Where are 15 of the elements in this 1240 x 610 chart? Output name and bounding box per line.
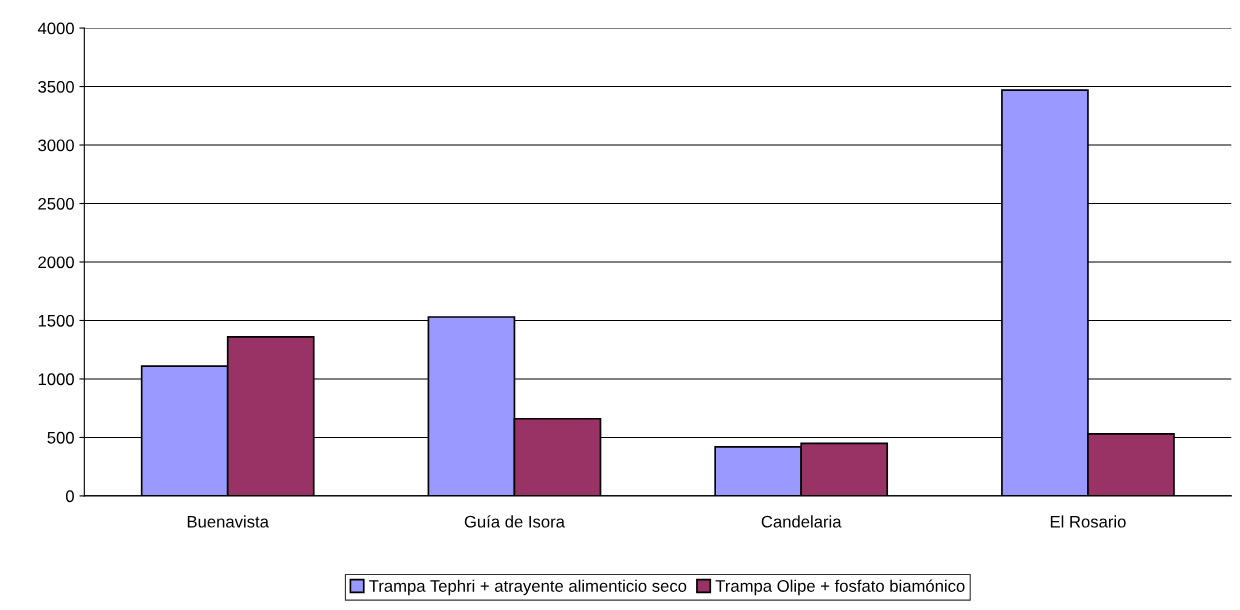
x-tick-label: Guía de Isora [464, 515, 565, 528]
y-tick-label: 0 [65, 490, 74, 503]
x-tick-label: El Rosario [1050, 515, 1126, 528]
y-tick-label: 3000 [38, 139, 74, 152]
x-tick-label: Candelaria [761, 515, 842, 528]
y-tick-label: 2500 [38, 197, 74, 210]
y-tick-label: 1500 [38, 314, 74, 327]
y-tick-label: 1000 [38, 373, 74, 386]
y-tick-label: 2000 [38, 256, 74, 269]
legend-label: Trampa Tephri + atrayente alimenticio seco [369, 579, 687, 596]
legend-label: Trampa Olipe + fosfato biamónico [715, 579, 965, 596]
y-tick-label: 3500 [38, 80, 74, 93]
y-tick-label: 4000 [37, 22, 74, 35]
y-tick-label: 500 [47, 431, 74, 444]
x-tick-label: Buenavista [187, 515, 269, 528]
